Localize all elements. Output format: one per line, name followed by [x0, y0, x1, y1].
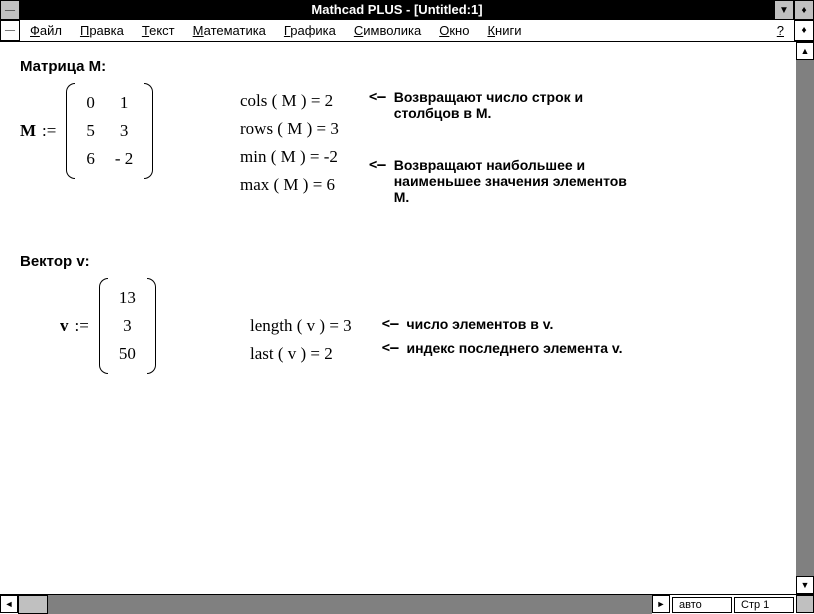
menu-help[interactable]: ?: [777, 23, 784, 38]
arrow-icon: <—: [382, 316, 399, 332]
window-title: Mathcad PLUS - [Untitled:1]: [20, 0, 774, 20]
menu-symbolics[interactable]: Символика: [354, 23, 421, 38]
note-min-max: Возвращают наибольшее и наименьшее значе…: [394, 157, 634, 205]
maximize-button[interactable]: ♦: [794, 0, 814, 20]
fn-min: min ( M ) = -2: [240, 147, 339, 167]
matrix-M: 01 53 6- 2: [66, 83, 153, 179]
assign-op: :=: [75, 316, 89, 336]
menu-file[interactable]: Файл: [30, 23, 62, 38]
menu-window[interactable]: Окно: [439, 23, 469, 38]
status-auto: авто: [672, 597, 732, 613]
fn-cols: cols ( M ) = 2: [240, 91, 339, 111]
fn-last: last ( v ) = 2: [250, 344, 352, 364]
matrix-section-label: Матрица M:: [20, 58, 776, 75]
system-menu-button[interactable]: —: [0, 0, 20, 20]
horizontal-scrollbar[interactable]: [48, 595, 652, 614]
doc-system-menu-button[interactable]: —: [0, 20, 20, 41]
menu-text[interactable]: Текст: [142, 23, 175, 38]
fn-max: max ( M ) = 6: [240, 175, 339, 195]
hscroll-thumb[interactable]: [18, 595, 48, 614]
status-page: Стр 1: [734, 597, 794, 613]
assign-op: :=: [42, 121, 56, 141]
corner-grip: [796, 595, 814, 613]
vector-section-label: Вектор v:: [20, 253, 776, 270]
matrix-functions: cols ( M ) = 2 rows ( M ) = 3 min ( M ) …: [240, 83, 339, 203]
arrow-icon: <—: [382, 340, 399, 356]
vector-notes: <— число элементов в v. <— индекс послед…: [382, 308, 623, 364]
vector-functions: length ( v ) = 3 last ( v ) = 2: [250, 308, 352, 372]
menu-edit[interactable]: Правка: [80, 23, 124, 38]
document-area: Матрица M: M := 01 53 6- 2 cols ( M ) = …: [0, 42, 814, 594]
status-bar: авто Стр 1: [670, 595, 796, 614]
fn-length: length ( v ) = 3: [250, 316, 352, 336]
note-last: индекс последнего элемента v.: [407, 340, 623, 356]
bottom-bar: ◄ ► авто Стр 1: [0, 594, 814, 614]
note-length: число элементов в v.: [407, 316, 554, 332]
fn-rows: rows ( M ) = 3: [240, 119, 339, 139]
scroll-down-button[interactable]: ▼: [796, 576, 814, 594]
scroll-up-button[interactable]: ▲: [796, 42, 814, 60]
vertical-scrollbar[interactable]: ▲ ▼: [796, 42, 814, 594]
menu-math[interactable]: Математика: [193, 23, 266, 38]
vector-var: v: [60, 316, 69, 336]
scroll-right-button[interactable]: ►: [652, 595, 670, 613]
minimize-button[interactable]: ▼: [774, 0, 794, 20]
note-rows-cols: Возвращают число строк и столбцов в M.: [394, 89, 634, 121]
arrow-icon: <—: [369, 157, 386, 205]
scroll-left-button[interactable]: ◄: [0, 595, 18, 613]
doc-restore-button[interactable]: ♦: [794, 20, 814, 41]
menu-books[interactable]: Книги: [487, 23, 521, 38]
vector-definition: v := 13 3 50: [60, 278, 240, 374]
worksheet[interactable]: Матрица M: M := 01 53 6- 2 cols ( M ) = …: [0, 42, 796, 594]
menu-bar: Файл Правка Текст Математика Графика Сим…: [20, 20, 794, 41]
title-bar: — Mathcad PLUS - [Untitled:1] ▼ ♦: [0, 0, 814, 20]
matrix-definition: M := 01 53 6- 2: [20, 83, 200, 179]
vector-v: 13 3 50: [99, 278, 156, 374]
matrix-notes: <— Возвращают число строк и столбцов в M…: [369, 83, 634, 213]
matrix-var: M: [20, 121, 36, 141]
arrow-icon: <—: [369, 89, 386, 121]
menu-graphics[interactable]: Графика: [284, 23, 336, 38]
menu-bar-row: — Файл Правка Текст Математика Графика С…: [0, 20, 814, 42]
